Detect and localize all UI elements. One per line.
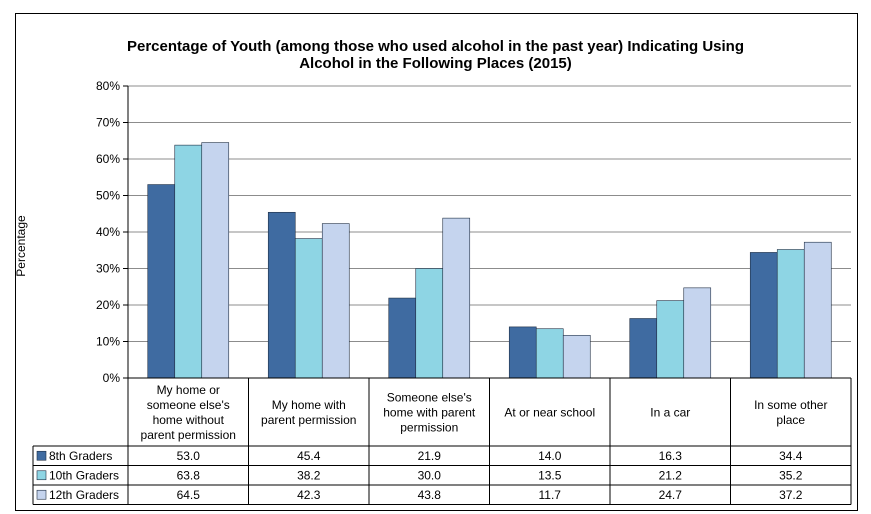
y-tick-label: 10%	[96, 335, 120, 349]
bar	[749, 252, 778, 379]
bar	[174, 144, 203, 379]
legend-label: 10th Graders	[49, 468, 119, 482]
legend-swatch	[36, 489, 47, 500]
bar	[803, 241, 832, 379]
bar	[388, 297, 417, 379]
data-table-value: 13.5	[538, 468, 562, 482]
x-category-label: In a car	[650, 406, 690, 420]
bar	[535, 328, 564, 379]
bar	[508, 326, 537, 379]
x-category-label: Someone else's home with parent permission	[383, 391, 476, 435]
bar	[201, 142, 230, 379]
bar	[442, 217, 471, 379]
data-table-value: 16.3	[659, 449, 683, 463]
data-table-value: 37.2	[779, 488, 803, 502]
legend-swatch	[36, 470, 47, 481]
bar	[776, 249, 805, 379]
y-tick-label: 50%	[96, 189, 120, 203]
y-tick-label: 30%	[96, 262, 120, 276]
bar	[321, 223, 350, 379]
bar	[147, 184, 176, 379]
bar	[562, 334, 591, 379]
x-category-label: In some other place	[754, 398, 827, 427]
chart-frame	[15, 13, 858, 511]
data-table-value: 21.9	[418, 449, 442, 463]
chart-title-line1: Percentage of Youth (among those who use…	[126, 38, 745, 55]
y-tick-label: 0%	[103, 371, 121, 385]
bar	[629, 318, 658, 379]
data-table-value: 35.2	[779, 468, 803, 482]
data-table-value: 63.8	[177, 468, 201, 482]
data-table-value: 14.0	[538, 449, 562, 463]
bar	[415, 268, 444, 379]
data-table-value: 43.8	[418, 488, 442, 502]
data-table-value: 24.7	[659, 488, 683, 502]
bar	[683, 287, 712, 379]
data-table-value: 53.0	[177, 449, 201, 463]
legend-label: 8th Graders	[49, 449, 112, 463]
bar	[294, 238, 323, 379]
data-table-value: 64.5	[177, 488, 201, 502]
data-table-value: 45.4	[297, 449, 321, 463]
y-tick-label: 60%	[96, 152, 120, 166]
y-tick-label: 20%	[96, 298, 120, 312]
data-table-value: 11.7	[539, 488, 562, 502]
data-table-value: 21.2	[659, 468, 683, 482]
bar	[267, 211, 296, 379]
legend-label: 12th Graders	[49, 488, 119, 502]
data-table-value: 34.4	[779, 449, 803, 463]
chart-title-line2: Alcohol in the Following Places (2015)	[299, 55, 572, 72]
bar	[656, 300, 685, 379]
x-category-label: My home or someone else's home without pare…	[141, 383, 236, 442]
y-tick-label: 40%	[96, 225, 120, 239]
data-table-value: 42.3	[297, 488, 321, 502]
data-table-value: 30.0	[418, 468, 442, 482]
x-category-label: My home with parent permission	[261, 398, 356, 427]
y-tick-label: 80%	[96, 79, 120, 93]
y-tick-label: 70%	[96, 116, 120, 130]
legend-swatch	[36, 450, 47, 461]
x-category-label: At or near school	[504, 406, 595, 420]
data-table-value: 38.2	[297, 468, 321, 482]
